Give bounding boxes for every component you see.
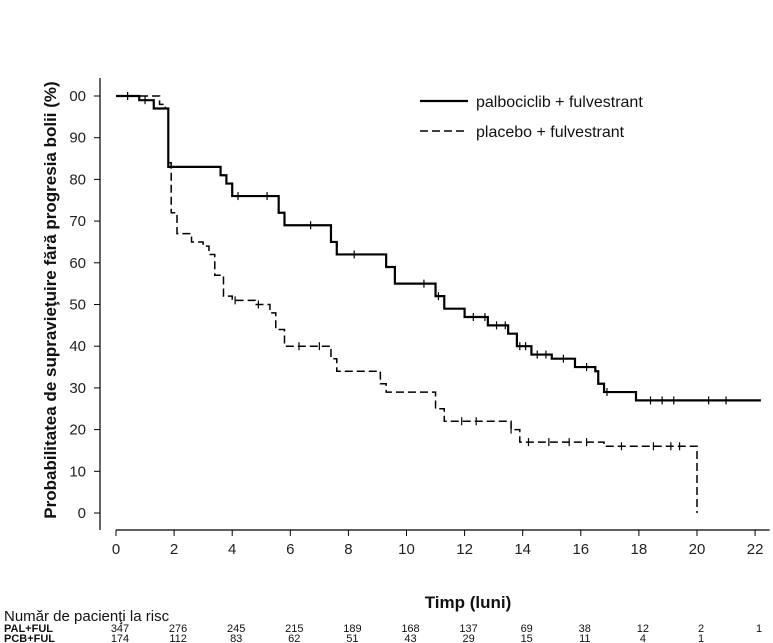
risk-value: 62 bbox=[288, 633, 300, 643]
legend: palbociclib + fulvestrant placebo + fulve… bbox=[420, 94, 643, 141]
risk-value: 38 bbox=[579, 623, 591, 635]
risk-value: 43 bbox=[404, 633, 416, 643]
x-tick-label: 4 bbox=[228, 541, 236, 558]
risk-value: 215 bbox=[285, 623, 303, 635]
y-tick-label: 30 bbox=[69, 380, 86, 397]
x-tick-label: 12 bbox=[456, 541, 473, 558]
risk-value: 1 bbox=[756, 623, 762, 635]
risk-value: 2 bbox=[698, 623, 704, 635]
legend-label: placebo + fulvestrant bbox=[476, 124, 625, 141]
risk-value: 29 bbox=[462, 633, 474, 643]
risk-table-title: Număr de pacienţi la risc bbox=[4, 608, 170, 625]
x-tick-label: 18 bbox=[631, 541, 648, 558]
risk-row-label: PAL+FUL bbox=[4, 623, 53, 635]
x-tick-label: 2 bbox=[170, 541, 178, 558]
risk-value: 83 bbox=[230, 633, 242, 643]
y-tick-label: 60 bbox=[69, 255, 86, 272]
x-tick-label: 10 bbox=[398, 541, 415, 558]
y-tick-label: 40 bbox=[69, 338, 86, 355]
risk-value: 137 bbox=[459, 623, 477, 635]
risk-value: 174 bbox=[111, 633, 129, 643]
y-tick-label: 80 bbox=[69, 171, 86, 188]
y-tick-label: 0 bbox=[78, 505, 86, 522]
risk-value: 12 bbox=[637, 623, 649, 635]
y-axis-ticks: 0 10 20 30 40 50 60 70 80 90 00 bbox=[69, 88, 100, 522]
x-tick-label: 20 bbox=[689, 541, 706, 558]
risk-value: 168 bbox=[401, 623, 419, 635]
y-axis-title: Probabilitatea de supravieţuire fără pro… bbox=[41, 81, 60, 518]
series-line-placebo bbox=[116, 95, 698, 513]
x-tick-label: 14 bbox=[514, 541, 531, 558]
risk-table: PAL+FUL 347 276 245 215 189 168 137 69 38 12 2 1PCB+… bbox=[4, 623, 762, 643]
y-tick-label: 90 bbox=[69, 130, 86, 147]
series-layer bbox=[116, 92, 761, 513]
risk-value: 4 bbox=[640, 633, 646, 643]
y-tick-label: 00 bbox=[69, 88, 86, 105]
risk-value: 15 bbox=[521, 633, 533, 643]
risk-value: 11 bbox=[579, 633, 590, 643]
x-tick-label: 0 bbox=[112, 541, 120, 558]
x-axis-title: Timp (luni) bbox=[425, 593, 512, 612]
risk-value: 347 bbox=[111, 623, 129, 635]
risk-value: 245 bbox=[227, 623, 245, 635]
risk-value: 69 bbox=[521, 623, 533, 635]
y-tick-label: 10 bbox=[69, 463, 86, 480]
x-tick-label: 8 bbox=[344, 541, 352, 558]
risk-value: 1 bbox=[698, 633, 704, 643]
x-tick-label: 6 bbox=[286, 541, 294, 558]
risk-value: 51 bbox=[346, 633, 358, 643]
x-axis-ticks: 0 2 4 6 8 10 12 14 16 18 20 22 bbox=[112, 530, 764, 558]
y-tick-label: 20 bbox=[69, 422, 86, 439]
x-tick-label: 22 bbox=[747, 541, 764, 558]
legend-label: palbociclib + fulvestrant bbox=[476, 94, 643, 111]
risk-value: 112 bbox=[169, 633, 187, 643]
x-tick-label: 16 bbox=[572, 541, 589, 558]
series-line-palbociclib bbox=[116, 94, 761, 402]
risk-value: 189 bbox=[343, 623, 361, 635]
risk-row-label: PCB+FUL bbox=[4, 633, 55, 643]
y-tick-label: 70 bbox=[69, 213, 86, 230]
risk-value: 276 bbox=[169, 623, 187, 635]
y-tick-label: 50 bbox=[69, 297, 86, 314]
